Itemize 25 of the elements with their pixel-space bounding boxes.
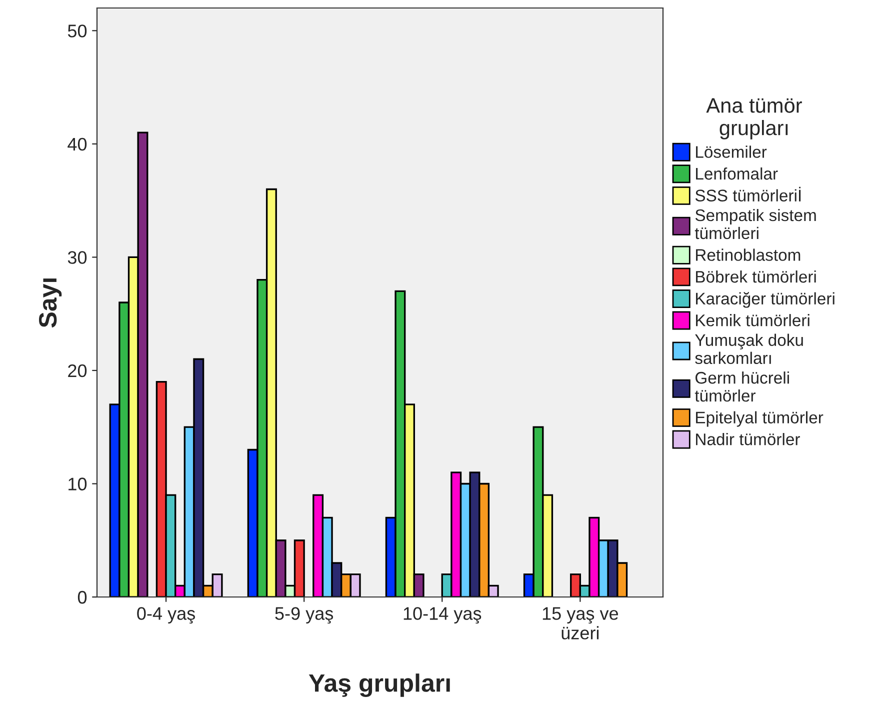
legend-label: Retinoblastom [696,248,800,261]
legend-title: Ana tümör grupları [706,98,802,140]
x-axis-title: Yaş grupları [308,674,450,697]
y-tick-label: 40 [68,138,87,151]
legend-label: Lösemiler [696,146,767,158]
legend-label: Yumuşak doku sarkomları [695,334,803,364]
legend-label: Karaciğer tümörleri [696,292,834,308]
legend-label: Nadir tümörler [696,433,800,446]
legend-label: Lenfomalar [696,167,778,180]
legend-label: Böbrek tümörleri [696,270,816,283]
x-tick-label: 15 yaş ve üzeri [542,607,618,640]
legend-label: Epitelyal tümörler [696,411,824,427]
y-tick-label: 30 [68,251,87,264]
x-tick-label: 10-14 yaş [404,607,482,624]
legend-label: Sempatik sistem tümörleri [694,208,816,240]
x-tick-label: 0-4 yaş [137,607,195,624]
y-axis-title: Sayı [38,278,62,328]
legend-label: Germ hücreli tümörler [694,371,789,402]
y-tick-label: 20 [68,364,87,378]
y-tick-label: 0 [78,590,87,604]
y-tick-label: 10 [68,478,87,490]
legend-label: SSS tümörleriİ [695,186,801,202]
y-tick-label: 50 [68,24,87,38]
x-tick-label: 5-9 yaş [275,607,334,624]
legend-label: Kemik tümörleri [696,314,810,326]
